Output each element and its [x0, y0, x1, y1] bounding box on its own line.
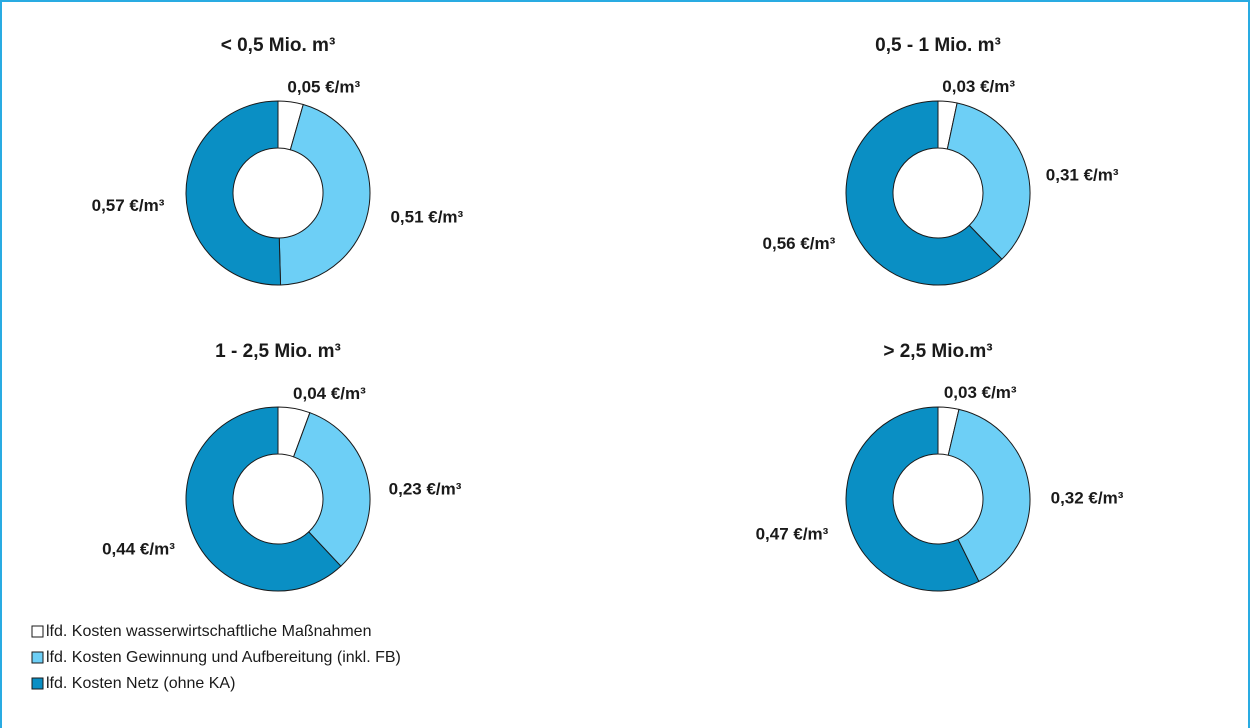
value-label: 0,04 €/m³: [293, 384, 366, 403]
value-label: 0,05 €/m³: [287, 78, 360, 97]
value-label: 0,32 €/m³: [1051, 488, 1124, 507]
legend-swatch: [31, 651, 44, 664]
legend-swatch: [31, 625, 44, 638]
value-label: 0,03 €/m³: [942, 77, 1015, 96]
legend-label: lfd. Kosten Netz (ohne KA): [46, 675, 235, 692]
donut-segment: [185, 406, 342, 592]
value-label: 0,56 €/m³: [763, 234, 836, 253]
value-label: 0,47 €/m³: [756, 525, 829, 544]
donut-segment: [947, 408, 1031, 583]
legend-label: lfd. Kosten wasserwirtschaftliche Maßnah…: [46, 623, 371, 640]
donut-segment: [278, 103, 371, 286]
value-label: 0,44 €/m³: [102, 539, 175, 558]
chart-title: 0,5 - 1 Mio. m³: [875, 35, 1001, 56]
value-label: 0,03 €/m³: [944, 383, 1017, 402]
donut-segment: [946, 102, 1031, 260]
donut-segment: [292, 412, 371, 567]
legend-swatch: [31, 677, 44, 690]
value-label: 0,23 €/m³: [389, 480, 462, 499]
legend-label: lfd. Kosten Gewinnung und Aufbereitung (…: [46, 649, 401, 666]
value-label: 0,51 €/m³: [390, 208, 463, 227]
value-label: 0,31 €/m³: [1046, 165, 1119, 184]
value-label: 0,57 €/m³: [92, 196, 165, 215]
chart-title: > 2,5 Mio.m³: [883, 341, 992, 362]
donut-segment: [845, 100, 1003, 286]
chart-title: < 0,5 Mio. m³: [221, 35, 336, 56]
donut-segment: [845, 406, 980, 592]
donut-segment: [185, 100, 282, 286]
chart-title: 1 - 2,5 Mio. m³: [215, 341, 341, 362]
